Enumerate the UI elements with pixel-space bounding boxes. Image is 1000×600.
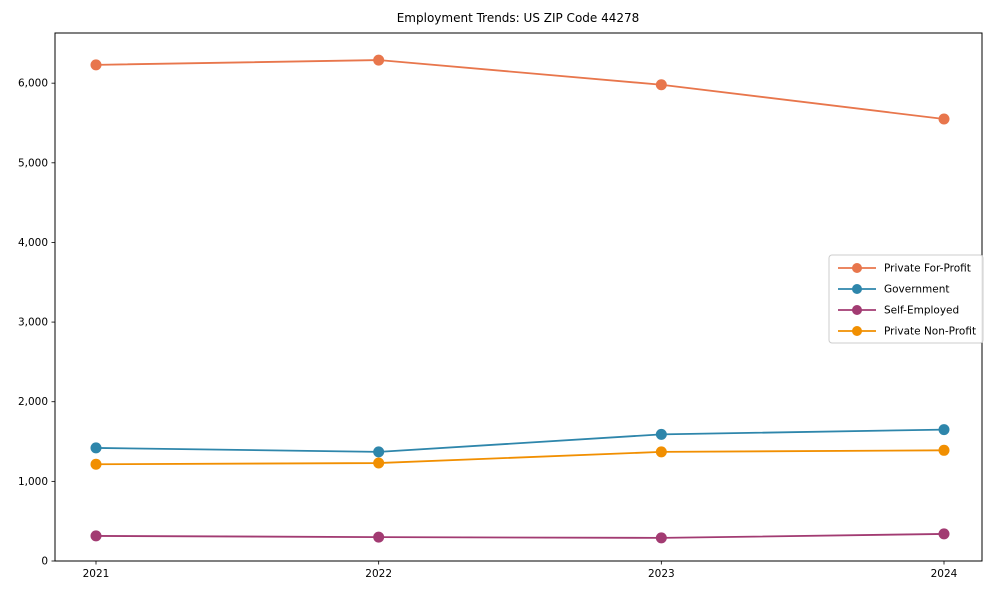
- y-axis-tick-label: 2,000: [18, 396, 48, 408]
- y-axis-tick-label: 3,000: [18, 317, 48, 329]
- y-axis-tick-label: 4,000: [18, 237, 48, 249]
- series-line-self-employed: [95, 533, 945, 539]
- legend-box: [828, 254, 984, 344]
- x-axis-tick-label: 2024: [931, 568, 958, 580]
- data-point-private-non-profit: [373, 457, 385, 469]
- data-point-government: [90, 442, 102, 454]
- legend-marker-self-employed: [852, 305, 862, 315]
- chart-title: Employment Trends: US ZIP Code 44278: [397, 11, 640, 25]
- y-axis-tick-label: 6,000: [18, 78, 48, 90]
- y-axis-tick-label: 0: [41, 556, 48, 568]
- legend-marker-private-for-profit: [852, 263, 862, 273]
- legend-label-government: Government: [884, 284, 949, 296]
- data-point-private-non-profit: [90, 458, 102, 470]
- series-line-government: [95, 428, 945, 453]
- data-point-private-non-profit: [655, 446, 667, 458]
- data-point-private-for-profit: [90, 59, 102, 71]
- legend-label-private-non-profit: Private Non-Profit: [884, 326, 976, 338]
- legend-marker-private-non-profit: [852, 326, 862, 336]
- series-line-private-non-profit: [95, 449, 945, 466]
- data-point-self-employed: [373, 531, 385, 543]
- data-point-government: [938, 424, 950, 436]
- legend-label-private-for-profit: Private For-Profit: [884, 263, 971, 275]
- x-axis-tick-label: 2022: [365, 568, 392, 580]
- data-point-private-non-profit: [938, 444, 950, 456]
- x-axis-tick-label: 2021: [83, 568, 110, 580]
- y-axis-tick-label: 5,000: [18, 157, 48, 169]
- data-point-government: [373, 446, 385, 458]
- legend-marker-government: [852, 284, 862, 294]
- data-point-self-employed: [938, 528, 950, 540]
- series-line-private-for-profit: [95, 59, 945, 120]
- data-point-self-employed: [655, 532, 667, 544]
- data-point-private-for-profit: [938, 113, 950, 125]
- data-point-government: [655, 428, 667, 440]
- y-axis-tick-label: 1,000: [18, 476, 48, 488]
- data-point-private-for-profit: [373, 54, 385, 66]
- data-point-self-employed: [90, 530, 102, 542]
- data-point-private-for-profit: [655, 79, 667, 91]
- legend-label-self-employed: Self-Employed: [884, 305, 959, 317]
- x-axis-tick-label: 2023: [648, 568, 675, 580]
